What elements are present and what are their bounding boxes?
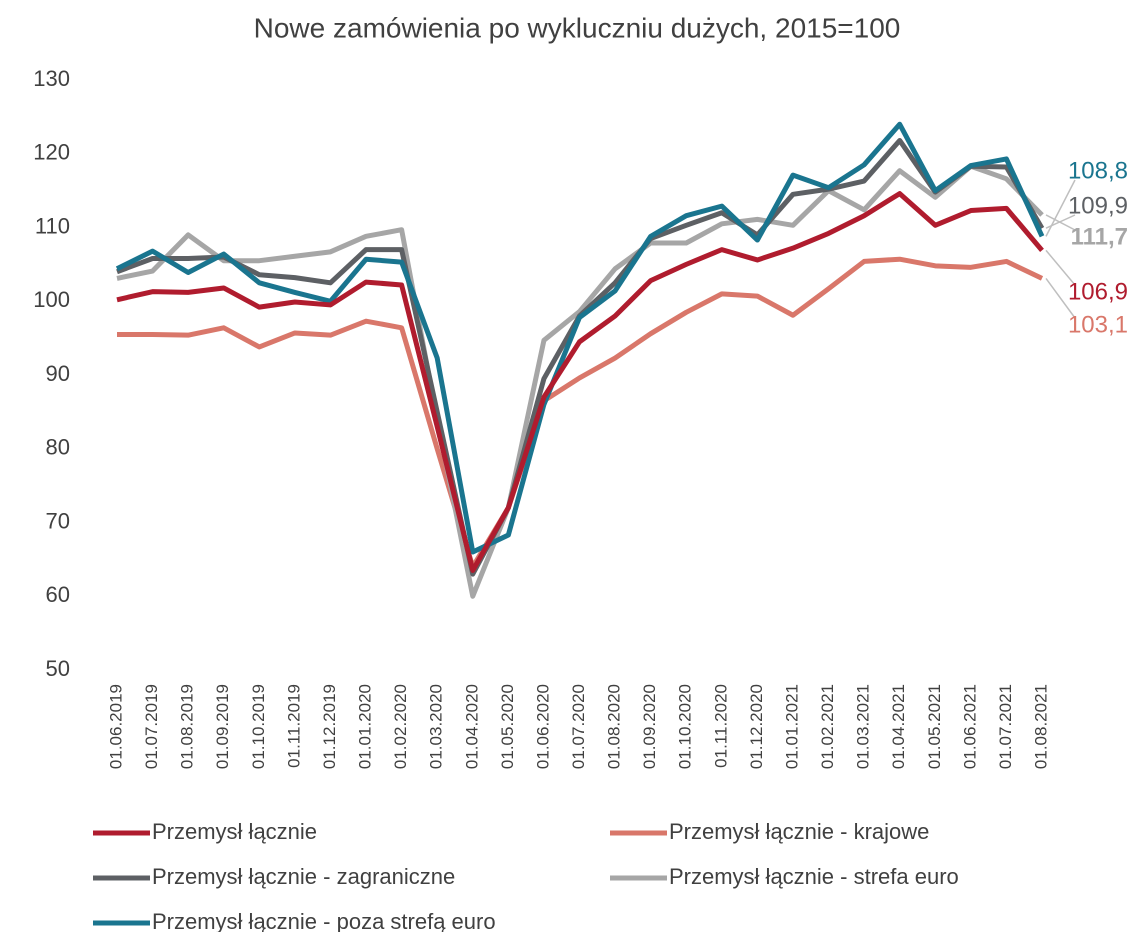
x-tick-label: 01.12.2019 — [320, 684, 339, 769]
leader-line — [1045, 179, 1076, 237]
leader-line — [1045, 214, 1076, 231]
y-tick-label: 130 — [33, 66, 70, 91]
x-tick-label: 01.05.2020 — [498, 684, 517, 769]
x-tick-label: 01.10.2020 — [676, 684, 695, 769]
data-label: 106,9 — [1068, 278, 1128, 305]
y-tick-label: 60 — [46, 582, 70, 607]
y-tick-label: 120 — [33, 140, 70, 165]
y-tick-label: 90 — [46, 361, 70, 386]
x-tick-label: 01.08.2021 — [1031, 684, 1050, 769]
y-tick-label: 80 — [46, 435, 70, 460]
x-tick-label: 01.04.2021 — [889, 684, 908, 769]
x-tick-label: 01.07.2021 — [996, 684, 1015, 769]
data-label: 111,7 — [1071, 223, 1128, 250]
x-tick-label: 01.11.2020 — [711, 684, 730, 768]
x-tick-label: 01.07.2020 — [569, 684, 588, 769]
leader-line — [1045, 249, 1076, 286]
x-tick-label: 01.10.2019 — [249, 684, 268, 769]
series-line — [115, 121, 1045, 555]
series-line — [117, 256, 1044, 570]
x-tick-label: 01.09.2020 — [640, 684, 659, 769]
legend-label: Przemysł łącznie - poza strefą euro — [152, 909, 496, 932]
y-tick-label: 100 — [33, 287, 70, 312]
chart-title: Nowe zamówienia po wykluczniu dużych, 20… — [254, 12, 901, 43]
x-tick-label: 01.05.2021 — [925, 684, 944, 769]
legend-label: Przemysł łącznie - strefa euro — [669, 864, 959, 889]
x-tick-label: 01.06.2021 — [960, 684, 979, 769]
x-tick-label: 01.01.2021 — [782, 684, 801, 769]
x-tick-label: 01.07.2019 — [142, 684, 161, 769]
x-tick-label: 01.03.2021 — [854, 684, 873, 769]
data-label: 108,8 — [1068, 157, 1128, 184]
series-line — [116, 191, 1044, 573]
x-tick-label: 01.02.2020 — [391, 684, 410, 769]
x-tick-label: 01.04.2020 — [462, 684, 481, 769]
legend-label: Przemysł łącznie — [152, 819, 317, 844]
x-tick-label: 01.09.2019 — [213, 684, 232, 769]
y-tick-label: 70 — [46, 508, 70, 533]
x-tick-label: 01.11.2019 — [284, 684, 303, 768]
x-tick-label: 01.03.2020 — [427, 684, 446, 769]
series-line — [116, 163, 1044, 599]
y-tick-label: 50 — [46, 656, 70, 681]
leader-line — [1045, 277, 1076, 319]
legend-label: Przemysł łącznie - zagraniczne — [152, 864, 455, 889]
x-tick-label: 01.08.2020 — [605, 684, 624, 769]
x-tick-label: 01.06.2020 — [533, 684, 552, 769]
x-tick-label: 01.02.2021 — [818, 684, 837, 769]
x-tick-label: 01.06.2019 — [106, 684, 125, 769]
x-tick-label: 01.12.2020 — [747, 684, 766, 769]
data-label: 103,1 — [1068, 311, 1128, 338]
x-tick-label: 01.01.2020 — [356, 684, 375, 769]
y-tick-label: 110 — [35, 213, 70, 238]
x-tick-label: 01.08.2019 — [178, 684, 197, 769]
series-line — [116, 137, 1045, 577]
legend-label: Przemysł łącznie - krajowe — [669, 819, 929, 844]
data-label: 109,9 — [1068, 192, 1128, 219]
